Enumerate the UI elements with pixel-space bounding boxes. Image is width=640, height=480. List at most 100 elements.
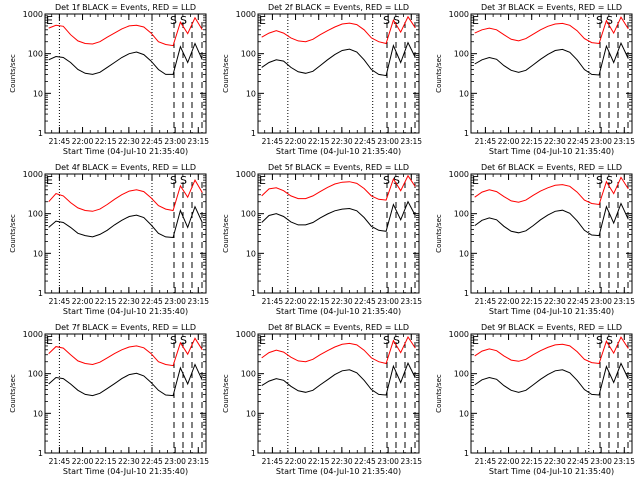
y-axis-label: Counts/sec [9,214,17,253]
y-tick-label: 1000 [449,10,469,19]
y-tick-label: 100 [241,210,256,219]
panel-5: Det 5f BLACK = Events, RED = LLD 1 10 100 10… [222,163,422,316]
y-tick-label: 10 [33,89,43,98]
plot-frame [470,333,633,454]
y-tick-label: 1 [38,449,43,458]
panel-title: Det 4f BLACK = Events, RED = LLD [55,163,196,172]
plot-frame [257,173,420,294]
y-axis-label: Counts/sec [222,374,230,413]
marker-label: S [383,334,390,347]
x-tick-label: 23:15 [187,457,209,466]
marker-label: S [606,334,613,347]
marker-label: S [606,174,613,187]
x-tick-label: 22:15 [308,137,330,146]
y-axis-label: Counts/sec [435,374,443,413]
x-tick-label: 22:00 [285,297,307,306]
events-series-line [48,363,203,397]
x-tick-label: 22:00 [72,137,94,146]
x-tick-label: 23:00 [377,457,399,466]
x-tick-label: 23:15 [400,457,422,466]
x-tick-label: 23:00 [164,297,186,306]
x-tick-label: 23:15 [187,297,209,306]
x-tick-label: 22:45 [354,137,376,146]
y-tick-label: 100 [241,370,256,379]
marker-label: E [259,14,266,27]
x-tick-label: 23:00 [164,137,186,146]
x-tick-label: 22:00 [498,457,520,466]
y-tick-label: 100 [28,370,43,379]
x-axis-label: Start Time (04-Jul-10 21:35:40) [489,307,614,316]
lld-series-line [48,337,203,367]
x-tick-label: 22:00 [72,297,94,306]
x-axis-label: Start Time (04-Jul-10 21:35:40) [276,467,401,476]
panel-2: Det 2f BLACK = Events, RED = LLD 1 10 100 10… [222,3,422,156]
x-tick-label: 22:15 [308,297,330,306]
x-tick-label: 23:00 [590,457,612,466]
lld-series-line [474,16,629,45]
y-tick-label: 1000 [449,330,469,339]
lld-series-line [261,174,416,201]
y-tick-label: 1 [38,129,43,138]
panel-title: Det 3f BLACK = Events, RED = LLD [481,3,622,12]
plot-frame [257,13,420,134]
x-tick-label: 22:30 [331,457,353,466]
x-tick-label: 23:15 [613,297,635,306]
x-tick-label: 22:30 [544,457,566,466]
y-tick-label: 1000 [236,330,256,339]
y-tick-label: 1000 [23,170,43,179]
x-axis-label: Start Time (04-Jul-10 21:35:40) [276,307,401,316]
y-tick-label: 1000 [23,10,43,19]
x-tick-label: 22:15 [521,137,543,146]
x-tick-label: 21:45 [262,137,284,146]
events-series-line [474,41,629,76]
lld-series-line [48,16,203,47]
y-tick-label: 100 [241,50,256,59]
marker-label: E [472,334,479,347]
marker-label: S [170,334,177,347]
panel-1: Det 1f BLACK = Events, RED = LLD 1 10 100 10… [9,3,209,156]
x-tick-label: 23:15 [613,457,635,466]
panel-9: Det 9f BLACK = Events, RED = LLD 1 10 100 10… [435,323,635,476]
x-tick-label: 22:45 [354,457,376,466]
x-tick-label: 22:45 [354,297,376,306]
y-tick-label: 100 [454,50,469,59]
events-series-line [261,41,416,77]
y-axis-label: Counts/sec [9,374,17,413]
x-tick-label: 22:45 [567,457,589,466]
x-tick-label: 22:30 [544,137,566,146]
lld-series-line [261,335,416,365]
x-tick-label: 23:00 [590,297,612,306]
panel-title: Det 8f BLACK = Events, RED = LLD [268,323,409,332]
y-tick-label: 1 [464,129,469,138]
marker-label: S [393,14,400,27]
marker-label: S [180,174,187,187]
x-tick-label: 22:00 [285,137,307,146]
events-series-line [474,202,629,237]
x-tick-label: 23:00 [377,297,399,306]
x-tick-label: 22:30 [118,457,140,466]
events-series-line [474,362,629,396]
x-tick-label: 22:30 [118,297,140,306]
x-tick-label: 22:30 [544,297,566,306]
marker-label: S [180,334,187,347]
y-tick-label: 1 [464,289,469,298]
x-tick-label: 22:30 [331,297,353,306]
events-series-line [261,361,416,396]
x-tick-label: 21:45 [475,137,497,146]
marker-label: E [472,14,479,27]
x-axis-label: Start Time (04-Jul-10 21:35:40) [489,467,614,476]
y-tick-label: 1 [251,129,256,138]
x-tick-label: 23:00 [164,457,186,466]
y-tick-label: 100 [454,370,469,379]
x-tick-label: 22:00 [285,457,307,466]
y-tick-label: 1 [38,289,43,298]
x-tick-label: 21:45 [49,137,71,146]
panel-title: Det 5f BLACK = Events, RED = LLD [268,163,409,172]
x-tick-label: 22:15 [521,297,543,306]
y-axis-label: Counts/sec [222,54,230,93]
x-tick-label: 22:15 [95,297,117,306]
marker-label: E [46,174,53,187]
marker-label: E [472,174,479,187]
y-tick-label: 1 [464,449,469,458]
y-tick-label: 10 [459,249,469,258]
